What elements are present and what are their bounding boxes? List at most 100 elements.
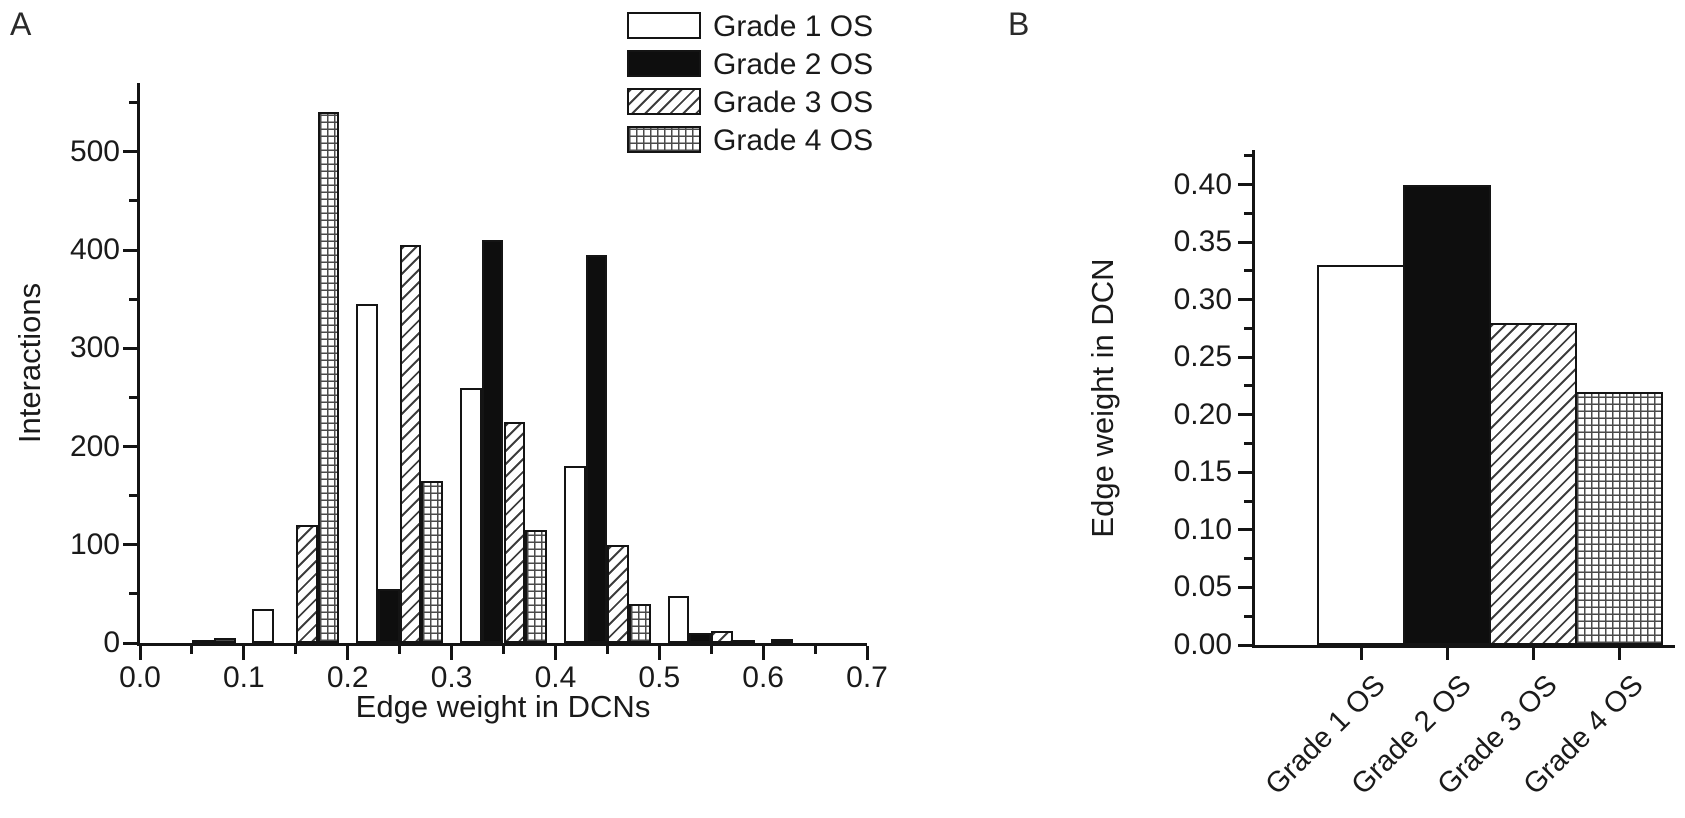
panel-b-y-tick-label: 0.15: [1173, 455, 1232, 489]
panel-b-y-tick-label: 0.20: [1173, 397, 1232, 431]
bar-grade1-bin-0.65: [771, 639, 794, 644]
panel-a-x-axis: [137, 643, 867, 646]
panel-b-y-minor-tick: [1244, 269, 1252, 273]
panel-b-y-minor-tick: [1244, 442, 1252, 446]
bar-grade1-bin-0.25: [356, 304, 378, 643]
panel-b-y-tick-label: 0.25: [1173, 340, 1232, 374]
panel-a-x-tick-label: 0.1: [222, 661, 265, 694]
legend-label: Grade 1 OS: [713, 10, 874, 43]
panel-a-x-minor-tick: [502, 646, 505, 654]
panel-b-y-minor-tick: [1244, 557, 1252, 561]
panel-a-x-tick: [553, 646, 557, 660]
bar-grade4-bin-0.45: [629, 603, 651, 643]
panel-a-x-tick: [761, 646, 765, 660]
panel-a-y-tick: [123, 346, 137, 350]
panel-a-x-tick-label: 0.4: [534, 661, 577, 694]
panel-b-y-minor-tick: [1244, 154, 1252, 158]
panel-b-y-tick-label: 0.05: [1173, 570, 1232, 604]
legend-swatch-white-icon: [627, 12, 701, 39]
bar-grade1-bin-0.55: [667, 595, 690, 643]
panel-a-y-axis: [137, 83, 140, 646]
panel-b-x-tick: [1531, 648, 1535, 660]
panel-b-y-axis-title: Edge weight in DCN: [1085, 258, 1120, 538]
panel-b-y-tick: [1238, 585, 1252, 589]
bar-grade4-bin-0.05: [213, 638, 236, 643]
panel-a-y-tick-label: 500: [69, 134, 120, 168]
panel-a-x-minor-tick: [190, 646, 194, 654]
bar-grade3-bin-0.15: [295, 525, 318, 643]
panel-b-y-tick-label: 0.10: [1173, 512, 1232, 546]
panel-b-x-tick: [1359, 648, 1363, 660]
panel-b-y-minor-tick: [1244, 614, 1252, 618]
bar-grade4-bin-0.25: [421, 480, 444, 643]
panel-a-y-minor-tick: [129, 101, 137, 105]
bar-grade4-bin-0.15: [317, 112, 340, 643]
panel-b-x-tick: [1445, 648, 1449, 660]
panel-b-y-tick: [1238, 413, 1252, 417]
panel-a-y-tick-label: 400: [69, 233, 120, 267]
panel-a-y-minor-tick: [129, 395, 137, 399]
panel-a-x-minor-tick: [709, 646, 713, 654]
panel-a-x-tick-label: 0.2: [326, 661, 369, 694]
panel-a-y-minor-tick: [129, 592, 137, 596]
panel-b-y-tick: [1238, 528, 1252, 532]
panel-a-x-tick: [657, 646, 661, 660]
panel-a-x-axis-title: Edge weight in DCNs: [355, 689, 651, 724]
panel-a-x-minor-tick: [813, 646, 817, 654]
panel-b-x-tick: [1617, 648, 1621, 660]
panel-a-x-tick-label: 0.6: [742, 661, 784, 694]
bar-grade3-bin-0.45: [607, 544, 630, 643]
bar-grade3-bin-0.55: [711, 631, 733, 643]
panel-a-y-tick-label: 100: [69, 527, 120, 561]
panel-b-y-minor-tick: [1244, 499, 1252, 503]
bar-grade3-bin-0.05: [191, 640, 214, 644]
panel-a-x-minor-tick: [398, 646, 402, 654]
legend-swatch-grid-icon: [627, 126, 701, 153]
panel-b-y-minor-tick: [1244, 384, 1252, 388]
bar-grade-3-os: [1489, 322, 1577, 645]
panel-b-y-tick: [1238, 643, 1252, 647]
panel-a-x-tick-label: 0.3: [430, 661, 473, 694]
panel-a-y-tick: [123, 150, 137, 154]
legend-label: Grade 3 OS: [713, 86, 874, 119]
panel-a-y-tick-label: 200: [69, 429, 120, 463]
bar-grade1-bin-0.35: [459, 387, 482, 643]
bar-grade2-bin-0.45: [585, 254, 608, 643]
legend-swatch-diagonal-icon: [627, 88, 701, 115]
panel-a-y-tick: [123, 445, 137, 448]
panel-b-y-tick: [1238, 470, 1252, 474]
panel-a-x-tick: [450, 646, 454, 660]
panel-b-y-tick: [1238, 298, 1252, 302]
panel-a-y-minor-tick: [129, 494, 137, 498]
bar-grade-1-os: [1317, 265, 1405, 645]
panel-a-x-tick-label: 0.5: [638, 661, 681, 694]
panel-a-y-tick-label: 0: [103, 626, 120, 659]
bar-grade3-bin-0.25: [399, 245, 422, 643]
panel-b-y-tick-label: 0.00: [1173, 628, 1232, 661]
panel-a-y-tick: [123, 248, 137, 252]
panel-a-x-tick-label: 0.7: [846, 661, 888, 694]
panel-b-y-minor-tick: [1244, 211, 1252, 215]
panel-b-y-axis: [1252, 150, 1255, 648]
panel-a-x-minor-tick: [294, 646, 298, 654]
panel-a-x-tick: [138, 646, 142, 660]
panel-b-y-tick-label: 0.30: [1173, 282, 1232, 316]
panel-a-y-tick: [123, 641, 137, 645]
panel-a-y-minor-tick: [129, 199, 137, 203]
panel-a-x-minor-tick: [605, 646, 609, 654]
bar-grade1-bin-0.15: [252, 608, 274, 643]
panel-a-x-tick: [242, 646, 246, 660]
panel-a-y-tick: [123, 543, 137, 547]
legend-swatch-black-icon: [627, 50, 701, 77]
panel-b-x-axis: [1252, 645, 1675, 648]
legend-label: Grade 4 OS: [713, 124, 874, 157]
panel-a-x-tick-label: 0.0: [119, 661, 161, 694]
bar-grade2-bin-0.55: [689, 633, 712, 643]
bar-grade2-bin-0.35: [481, 240, 504, 643]
panel-a-y-tick-label: 300: [69, 331, 120, 365]
panel-b-y-tick: [1238, 355, 1252, 359]
bar-grade2-bin-0.25: [377, 588, 400, 643]
panel-b-y-tick: [1238, 183, 1252, 187]
panel-a-y-minor-tick: [129, 297, 137, 301]
